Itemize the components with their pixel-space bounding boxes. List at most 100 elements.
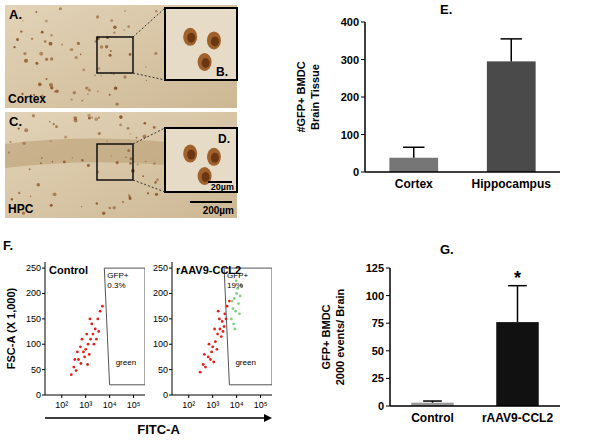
plot-marks (70, 268, 145, 385)
zoom-line (133, 8, 165, 37)
stained-cell (106, 141, 108, 143)
stained-cell (129, 162, 131, 164)
inset (165, 128, 237, 192)
stained-cell (156, 178, 159, 181)
stained-cell (91, 117, 93, 119)
error-cap (423, 400, 442, 402)
y-tick (361, 172, 365, 173)
error-bar (403, 147, 424, 158)
event (232, 323, 235, 326)
event (219, 328, 222, 331)
stained-cell (82, 68, 85, 71)
stained-cell (96, 15, 99, 18)
stained-cell (129, 53, 132, 56)
y-tick (169, 395, 172, 396)
cell-nucleus (211, 153, 219, 163)
stained-cell (35, 11, 37, 13)
stained-cell (50, 57, 53, 60)
x-tick (85, 395, 86, 398)
error-bar (423, 401, 442, 403)
stained-cell (145, 161, 146, 162)
event (239, 295, 242, 298)
stained-cell (94, 117, 98, 121)
micrograph (5, 5, 237, 108)
event (204, 366, 207, 369)
stained-cell (153, 163, 155, 165)
stained-cell (37, 183, 40, 186)
stained-cell (124, 29, 126, 31)
y-axis-label: FSC-A (X 1,000) (5, 287, 17, 369)
figure: A.CortexB.C.HPCD.20µm200µm0100200300400C… (0, 0, 600, 440)
cell-body (207, 31, 221, 49)
event (235, 292, 238, 295)
y-tick (169, 268, 172, 269)
stained-cell (98, 117, 100, 119)
y-tick-label: 0 (36, 390, 41, 400)
error-cap (501, 38, 522, 40)
gate-percent: 19% (227, 281, 243, 290)
stained-cell (18, 192, 20, 194)
event (89, 318, 92, 321)
stained-cell (70, 48, 73, 51)
scale-label: 200µm (203, 205, 234, 216)
y-tick (42, 268, 45, 269)
stained-cell (98, 132, 101, 135)
event (95, 338, 98, 341)
stained-cell (113, 26, 117, 30)
y-tick-label: 150 (26, 314, 41, 324)
cell-body (183, 145, 197, 163)
bars (411, 286, 539, 406)
event (199, 371, 202, 374)
stained-cell (94, 75, 95, 76)
stained-cell (20, 30, 22, 32)
stained-cell (155, 193, 158, 196)
y-tick-label: 100 (153, 339, 168, 349)
event (70, 373, 73, 376)
stained-cell (63, 161, 66, 164)
y-tick-label: 75 (372, 317, 384, 329)
stained-cell (119, 115, 123, 119)
stained-cell (124, 10, 126, 12)
stained-cell (75, 56, 78, 59)
event (237, 302, 240, 305)
panel-label: A. (9, 7, 22, 22)
y-tick (42, 293, 45, 294)
y-tick (42, 395, 45, 396)
event (210, 351, 213, 354)
scale-bar (190, 201, 232, 203)
stained-cell (87, 93, 89, 95)
event (226, 305, 229, 308)
panel-label: G. (440, 242, 454, 257)
stained-cell (46, 78, 48, 80)
y-tick (386, 350, 390, 351)
event (85, 333, 88, 336)
stained-cell (41, 31, 44, 34)
event (76, 351, 79, 354)
event (207, 356, 210, 359)
y-axis-label: #GFP+ BMDC (295, 61, 307, 132)
stained-cell (41, 157, 43, 159)
stained-cell (122, 201, 124, 203)
selection-box (97, 37, 133, 73)
event (213, 328, 216, 331)
stained-cell (11, 198, 13, 200)
event (212, 361, 215, 364)
zoom-line (133, 128, 165, 144)
stained-cell (97, 90, 99, 92)
y-tick-label: 200 (341, 91, 359, 103)
plot-marks (199, 268, 272, 385)
stained-cell (105, 45, 108, 48)
y-tick-label: 400 (341, 16, 359, 28)
stained-cell (77, 42, 80, 45)
bar (487, 61, 536, 172)
event (79, 345, 82, 348)
event (218, 318, 221, 321)
x-axis (390, 405, 560, 407)
event (77, 358, 80, 361)
stained-cell (23, 52, 26, 55)
gate (104, 268, 145, 385)
stained-cell (50, 204, 53, 207)
stained-cell (123, 75, 126, 78)
stained-cell (87, 114, 91, 118)
y-tick-label: 250 (26, 263, 41, 273)
